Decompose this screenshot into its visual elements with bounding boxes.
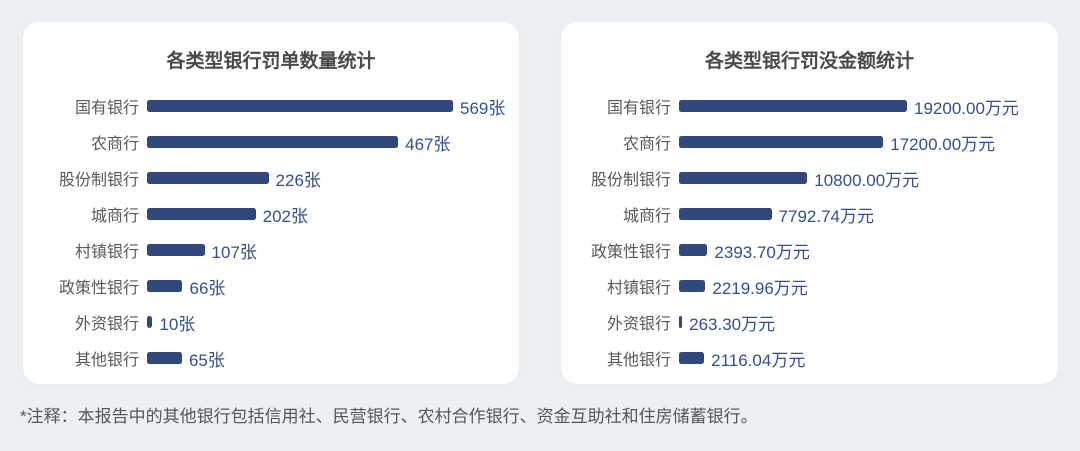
value-label: 17200.00万元 (890, 134, 996, 154)
category-label: 股份制银行 (590, 172, 671, 189)
value-label: 2116.04万元 (711, 350, 806, 370)
category-label: 外资银行 (74, 316, 139, 333)
bar (679, 100, 907, 112)
penalty-amount-chart-card: 各类型银行罚没金额统计 国有银行 19200.00万元农商行 17200.00万元股… (561, 22, 1058, 384)
bar-row: 股份制银行 10800.00万元 (561, 160, 1058, 196)
footnote: *注释：本报告中的其他银行包括信用社、民营银行、农村合作银行、资金互助社和住房储… (20, 407, 758, 426)
bar (147, 316, 153, 328)
bar-row: 其他银行 65张 (23, 340, 519, 376)
value-label: 10张 (159, 314, 196, 334)
bar-row: 股份制银行 226张 (23, 160, 519, 196)
bar (679, 316, 683, 328)
bar (679, 136, 884, 148)
value-label: 263.30万元 (689, 314, 776, 334)
value-label: 65张 (188, 350, 225, 370)
value-label: 107张 (211, 242, 257, 262)
category-label: 其他银行 (606, 352, 671, 369)
bar-row: 农商行 17200.00万元 (561, 124, 1058, 160)
category-label: 城商行 (622, 208, 671, 225)
bar (147, 100, 453, 112)
bar (147, 172, 269, 184)
bar-row: 外资银行 263.30万元 (561, 304, 1058, 340)
bar (679, 244, 708, 256)
category-label: 城商行 (90, 208, 139, 225)
bar-row: 政策性银行 2393.70万元 (561, 232, 1058, 268)
category-label: 外资银行 (606, 316, 671, 333)
category-label: 国有银行 (74, 100, 139, 117)
category-label: 村镇银行 (74, 244, 139, 261)
category-label: 农商行 (622, 136, 671, 153)
bar-row: 城商行 7792.74万元 (561, 196, 1058, 232)
value-label: 226张 (275, 170, 321, 190)
value-label: 2393.70万元 (714, 242, 810, 262)
bar (679, 280, 706, 292)
category-label: 村镇银行 (606, 280, 671, 297)
penalty-count-chart-card: 各类型银行罚单数量统计 国有银行 569张农商行 467张股份制银行 226张城商行 2… (23, 22, 519, 384)
bar (147, 244, 205, 256)
value-label: 7792.74万元 (778, 206, 874, 226)
penalty-amount-chart-title: 各类型银行罚没金额统计 (704, 51, 914, 72)
value-label: 19200.00万元 (914, 98, 1019, 118)
bar-row: 其他银行 2116.04万元 (561, 340, 1058, 376)
penalty-count-bar-rows: 国有银行 569张农商行 467张股份制银行 226张城商行 202张村镇银行 107张政… (23, 88, 519, 376)
bar-row: 城商行 202张 (23, 196, 519, 232)
bar (147, 352, 182, 364)
penalty-amount-bar-rows: 国有银行 19200.00万元农商行 17200.00万元股份制银行 10800.00… (561, 88, 1058, 376)
bar-row: 村镇银行 2219.96万元 (561, 268, 1058, 304)
category-label: 农商行 (90, 136, 139, 153)
bar-row: 国有银行 569张 (23, 88, 519, 124)
category-label: 政策性银行 (590, 244, 671, 261)
bar (147, 280, 183, 292)
bar (679, 352, 705, 364)
penalty-count-chart-title: 各类型银行罚单数量统计 (166, 51, 376, 72)
bar-row: 农商行 467张 (23, 124, 519, 160)
bar (679, 208, 772, 220)
value-label: 66张 (189, 278, 226, 298)
bar (679, 172, 808, 184)
value-label: 467张 (405, 134, 451, 154)
value-label: 10800.00万元 (814, 170, 920, 190)
bar-row: 国有银行 19200.00万元 (561, 88, 1058, 124)
category-label: 政策性银行 (58, 280, 139, 297)
bar (147, 208, 256, 220)
bar (147, 136, 399, 148)
category-label: 国有银行 (606, 100, 671, 117)
bar-row: 村镇银行 107张 (23, 232, 519, 268)
category-label: 股份制银行 (58, 172, 139, 189)
category-label: 其他银行 (74, 352, 139, 369)
value-label: 2219.96万元 (712, 278, 808, 298)
bar-row: 外资银行 10张 (23, 304, 519, 340)
bar-row: 政策性银行 66张 (23, 268, 519, 304)
value-label: 569张 (460, 98, 506, 118)
value-label: 202张 (262, 206, 308, 226)
